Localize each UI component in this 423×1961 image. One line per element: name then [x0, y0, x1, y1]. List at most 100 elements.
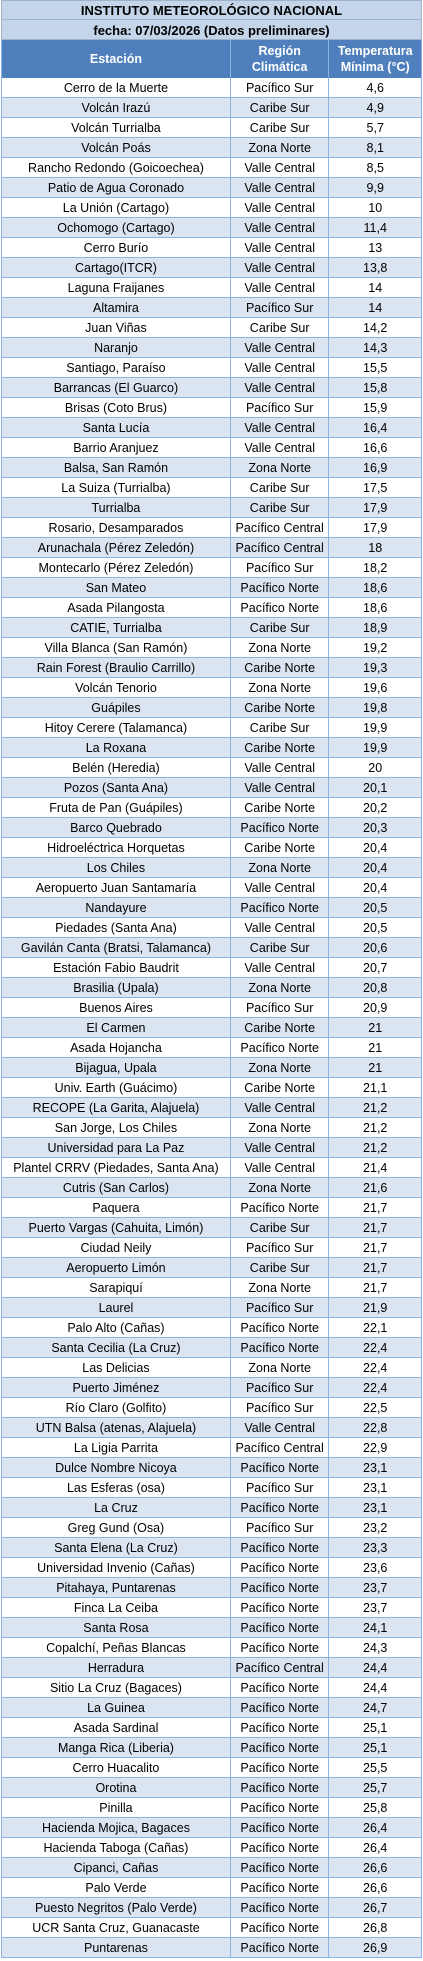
table-row: Hacienda Mojica, Bagaces Pacífico Norte 26…	[1, 1818, 422, 1838]
table-row: Volcán Turrialba Caribe Sur 5,7	[1, 118, 422, 138]
table-row: El Carmen Caribe Norte 21	[1, 1018, 422, 1038]
temperature-cell: 21	[368, 1020, 383, 1035]
temperature-cell: 22,4	[363, 1380, 388, 1395]
temperature-cell: 19,6	[363, 680, 388, 695]
temperature-cell: 23,7	[363, 1580, 388, 1595]
temperature-cell: 18,2	[363, 560, 388, 575]
station-cell: Cerro Burío	[2, 238, 231, 257]
region-cell: Pacífico Norte	[231, 1898, 330, 1917]
table-row: Laguna Fraijanes Valle Central 14	[1, 278, 422, 298]
station-cell: Río Claro (Golfito)	[2, 1398, 231, 1417]
region-cell: Pacífico Norte	[231, 818, 330, 837]
table-row: La Suiza (Turrialba) Caribe Sur 17,5	[1, 478, 422, 498]
temperature-cell: 19,9	[363, 740, 388, 755]
station-cell: Santa Lucía	[2, 418, 231, 437]
region-cell: Pacífico Sur	[231, 1478, 330, 1497]
report-date: fecha: 07/03/2026 (Datos preliminares)	[1, 19, 422, 40]
region-cell: Pacífico Norte	[231, 1638, 330, 1657]
temperature-cell: 23,1	[363, 1500, 388, 1515]
region-cell: Pacífico Sur	[231, 398, 330, 417]
station-cell: CATIE, Turrialba	[2, 618, 231, 637]
table-row: Orotina Pacífico Norte 25,7	[1, 1778, 422, 1798]
temperature-cell: 18,6	[363, 600, 388, 615]
region-cell: Pacífico Norte	[231, 1578, 330, 1597]
temperature-cell: 21,7	[363, 1240, 388, 1255]
station-cell: Santiago, Paraíso	[2, 358, 231, 377]
region-cell: Valle Central	[231, 1138, 330, 1157]
table-row: Guápiles Caribe Norte 19,8	[1, 698, 422, 718]
region-cell: Zona Norte	[231, 1118, 330, 1137]
temperature-cell: 20,1	[363, 780, 388, 795]
region-cell: Valle Central	[231, 198, 330, 217]
station-cell: Palo Alto (Cañas)	[2, 1318, 231, 1337]
region-cell: Pacífico Norte	[231, 1538, 330, 1557]
station-cell: Aeropuerto Juan Santamaría	[2, 878, 231, 897]
table-row: Universidad Invenio (Cañas) Pacífico Nort…	[1, 1558, 422, 1578]
table-row: Manga Rica (Liberia) Pacífico Norte 25,1	[1, 1738, 422, 1758]
station-cell: Bijagua, Upala	[2, 1058, 231, 1077]
region-cell: Caribe Sur	[231, 938, 330, 957]
region-cell: Pacífico Norte	[231, 1918, 330, 1937]
table-body: Cerro de la Muerte Pacífico Sur 4,6 Volcán …	[1, 78, 422, 1958]
region-cell: Zona Norte	[231, 638, 330, 657]
station-cell: Cerro de la Muerte	[2, 78, 231, 97]
region-cell: Pacífico Norte	[231, 898, 330, 917]
region-cell: Zona Norte	[231, 1278, 330, 1297]
table-row: Volcán Poás Zona Norte 8,1	[1, 138, 422, 158]
station-cell: Buenos Aires	[2, 998, 231, 1017]
station-cell: Puesto Negritos (Palo Verde)	[2, 1898, 231, 1917]
temperature-cell: 18,6	[363, 580, 388, 595]
station-cell: Finca La Ceiba	[2, 1598, 231, 1617]
temperature-cell: 20,4	[363, 840, 388, 855]
temperature-cell: 23,3	[363, 1540, 388, 1555]
station-cell: Gavilán Canta (Bratsi, Talamanca)	[2, 938, 231, 957]
table-row: Palo Alto (Cañas) Pacífico Norte 22,1	[1, 1318, 422, 1338]
table-row: Cerro de la Muerte Pacífico Sur 4,6	[1, 78, 422, 98]
region-cell: Valle Central	[231, 878, 330, 897]
region-cell: Valle Central	[231, 278, 330, 297]
table-row: Plantel CRRV (Piedades, Santa Ana) Valle …	[1, 1158, 422, 1178]
temperature-cell: 15,8	[363, 380, 388, 395]
table-row: UTN Balsa (atenas, Alajuela) Valle Centra…	[1, 1418, 422, 1438]
station-cell: Hacienda Mojica, Bagaces	[2, 1818, 231, 1837]
table-row: Los Chiles Zona Norte 20,4	[1, 858, 422, 878]
table-row: Hidroeléctrica Horquetas Caribe Norte 20,4	[1, 838, 422, 858]
region-cell: Caribe Norte	[231, 698, 330, 717]
region-cell: Pacífico Central	[231, 1438, 330, 1457]
region-cell: Pacífico Norte	[231, 1858, 330, 1877]
table-row: La Roxana Caribe Norte 19,9	[1, 738, 422, 758]
station-cell: El Carmen	[2, 1018, 231, 1037]
region-cell: Pacífico Norte	[231, 1038, 330, 1057]
station-cell: Fruta de Pan (Guápiles)	[2, 798, 231, 817]
region-cell: Valle Central	[231, 378, 330, 397]
temperature-cell: 21,7	[363, 1280, 388, 1295]
temperature-cell: 18	[368, 540, 383, 555]
table-row: Ciudad Neily Pacífico Sur 21,7	[1, 1238, 422, 1258]
temperature-cell: 4,6	[366, 80, 384, 95]
station-cell: Altamira	[2, 298, 231, 317]
station-cell: Rancho Redondo (Goicoechea)	[2, 158, 231, 177]
table-row: Ochomogo (Cartago) Valle Central 11,4	[1, 218, 422, 238]
region-cell: Valle Central	[231, 1418, 330, 1437]
temperature-cell: 22,4	[363, 1360, 388, 1375]
station-cell: Hacienda Taboga (Cañas)	[2, 1838, 231, 1857]
temperature-cell: 24,4	[363, 1660, 388, 1675]
temperature-cell: 21,2	[363, 1100, 388, 1115]
station-cell: Puntarenas	[2, 1938, 231, 1957]
table-row: Santa Rosa Pacífico Norte 24,1	[1, 1618, 422, 1638]
region-cell: Zona Norte	[231, 1178, 330, 1197]
table-row: Santa Lucía Valle Central 16,4	[1, 418, 422, 438]
table-row: La Unión (Cartago) Valle Central 10	[1, 198, 422, 218]
region-cell: Caribe Norte	[231, 738, 330, 757]
temperature-cell: 20,5	[363, 900, 388, 915]
table-row: Palo Verde Pacífico Norte 26,6	[1, 1878, 422, 1898]
station-cell: Hidroeléctrica Horquetas	[2, 838, 231, 857]
table-row: San Mateo Pacífico Norte 18,6	[1, 578, 422, 598]
table-row: RECOPE (La Garita, Alajuela) Valle Centra…	[1, 1098, 422, 1118]
station-cell: Brasilia (Upala)	[2, 978, 231, 997]
table-row: Aeropuerto Limón Caribe Sur 21,7	[1, 1258, 422, 1278]
table-row: Balsa, San Ramón Zona Norte 16,9	[1, 458, 422, 478]
temperature-cell: 20,7	[363, 960, 388, 975]
region-cell: Pacífico Norte	[231, 1198, 330, 1217]
